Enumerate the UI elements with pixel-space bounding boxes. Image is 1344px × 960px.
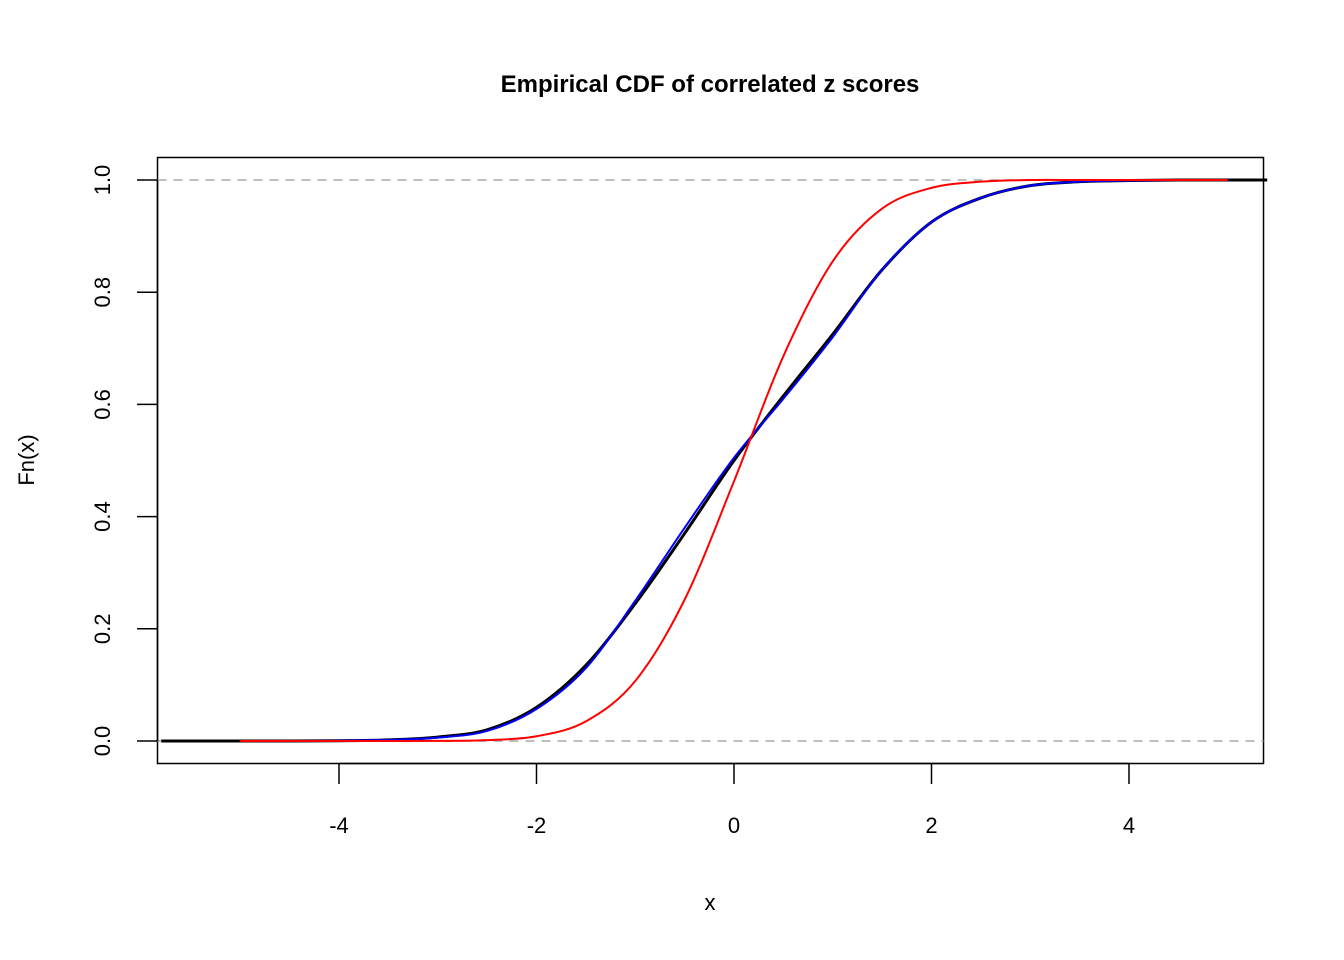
y-tick-label: 0.0	[90, 726, 115, 757]
x-axis-label: x	[705, 890, 716, 915]
y-tick-label: 1.0	[90, 165, 115, 196]
y-axis-label: Fn(x)	[14, 434, 39, 485]
plot-frame	[156, 156, 1265, 765]
x-tick-label: 0	[728, 813, 740, 838]
series-line-0	[161, 178, 1268, 743]
chart-title: Empirical CDF of correlated z scores	[501, 71, 920, 98]
y-tick-label: 0.8	[90, 277, 115, 308]
y-tick-label: 0.4	[90, 501, 115, 532]
x-tick-label: -2	[527, 813, 547, 838]
x-tick-label: -4	[329, 813, 349, 838]
series-line-2	[240, 178, 1228, 743]
series-line-1	[240, 178, 1228, 743]
x-tick-label: 2	[925, 813, 937, 838]
y-tick-label: 0.2	[90, 614, 115, 645]
x-tick-label: 4	[1123, 813, 1135, 838]
y-tick-label: 0.6	[90, 389, 115, 420]
